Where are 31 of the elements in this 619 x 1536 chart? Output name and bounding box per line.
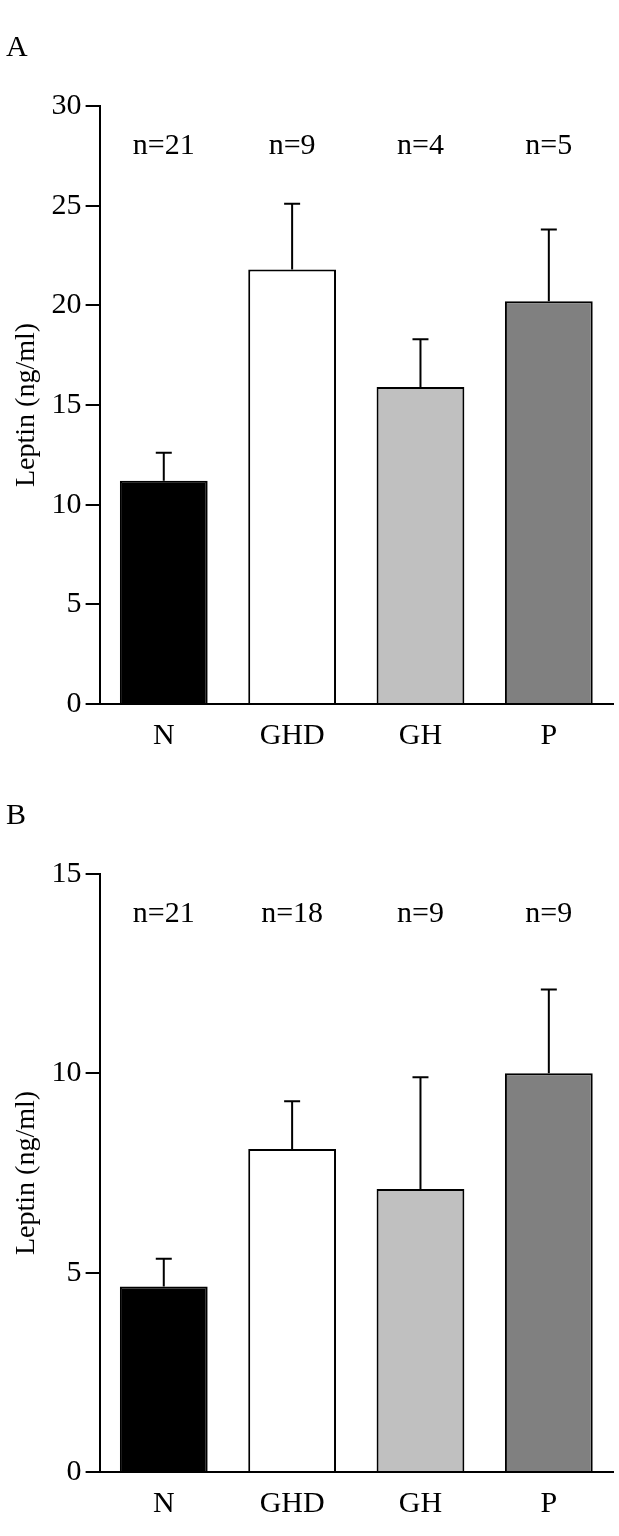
annotation: n=5: [525, 126, 573, 160]
x-tick-label: GH: [398, 1484, 443, 1518]
x-tick-label: P: [540, 1484, 558, 1518]
y-tick-label: 15: [51, 854, 82, 888]
y-tick-label: 5: [66, 585, 82, 619]
y-axis-title: Leptin (ng/ml): [9, 1090, 41, 1256]
x-tick-label: GHD: [259, 1484, 325, 1518]
annotation: n=9: [268, 126, 316, 160]
y-tick-label: 5: [66, 1253, 82, 1287]
x-tick-label: N: [152, 716, 175, 750]
x-tick-label: GHD: [259, 716, 325, 750]
annotation: n=21: [132, 894, 195, 928]
x-tick-label: GH: [398, 716, 443, 750]
annotation: n=9: [525, 894, 573, 928]
y-tick-label: 0: [66, 684, 82, 718]
y-tick-label: 0: [66, 1452, 82, 1486]
annotation: n=18: [261, 894, 324, 928]
x-tick-label: P: [540, 716, 558, 750]
chart-title: B: [6, 796, 27, 830]
y-tick-label: 10: [51, 1054, 82, 1088]
y-tick-label: 10: [51, 485, 82, 519]
annotation: n=9: [397, 894, 444, 928]
chart-title: A: [6, 28, 28, 62]
x-tick-label: N: [152, 1484, 175, 1518]
y-tick-label: 15: [51, 385, 82, 419]
annotation: n=4: [397, 126, 444, 160]
annotation: n=21: [132, 126, 195, 160]
y-axis-title: Leptin (ng/ml): [9, 322, 41, 488]
y-tick-label: 30: [51, 86, 82, 120]
y-tick-label: 20: [51, 286, 82, 320]
y-tick-label: 25: [51, 186, 82, 220]
